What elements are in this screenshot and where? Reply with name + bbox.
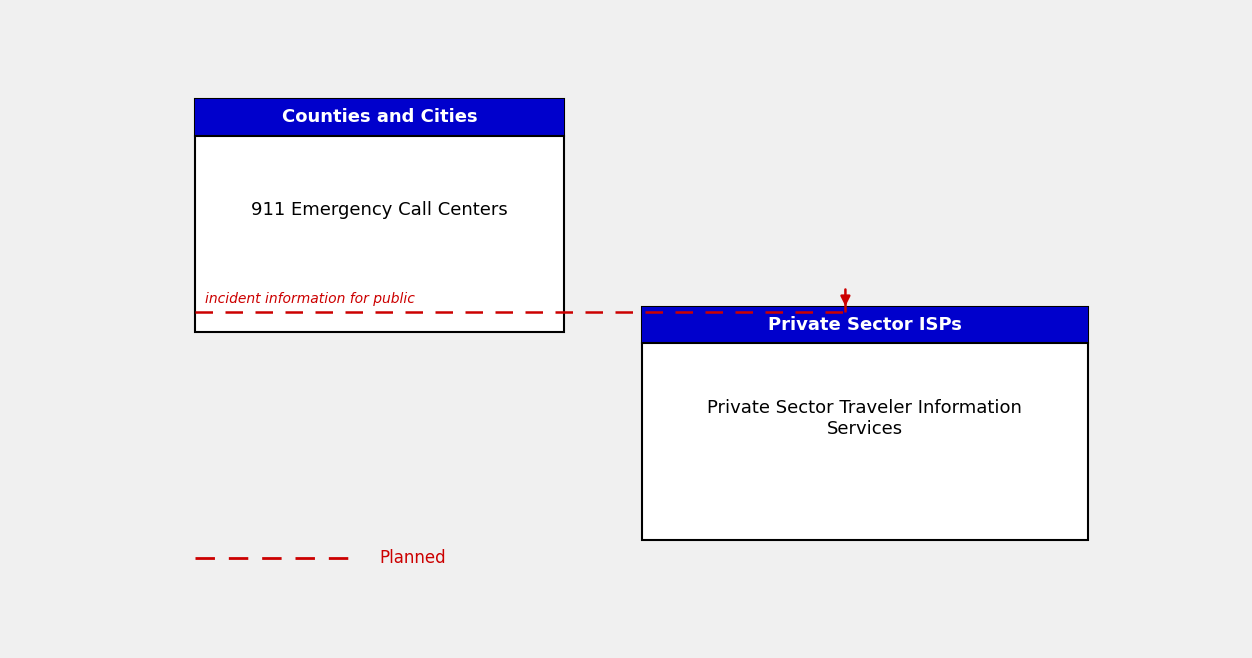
Text: Planned: Planned	[379, 549, 446, 567]
Bar	[195, 99, 563, 332]
Text: incident information for public: incident information for public	[205, 292, 414, 306]
Bar	[641, 307, 1088, 540]
Bar	[195, 99, 563, 136]
Text: Private Sector Traveler Information
Services: Private Sector Traveler Information Serv…	[707, 399, 1022, 438]
Text: 911 Emergency Call Centers: 911 Emergency Call Centers	[252, 201, 508, 219]
Text: Counties and Cities: Counties and Cities	[282, 109, 477, 126]
Bar	[641, 307, 1088, 343]
Text: Private Sector ISPs: Private Sector ISPs	[767, 316, 962, 334]
